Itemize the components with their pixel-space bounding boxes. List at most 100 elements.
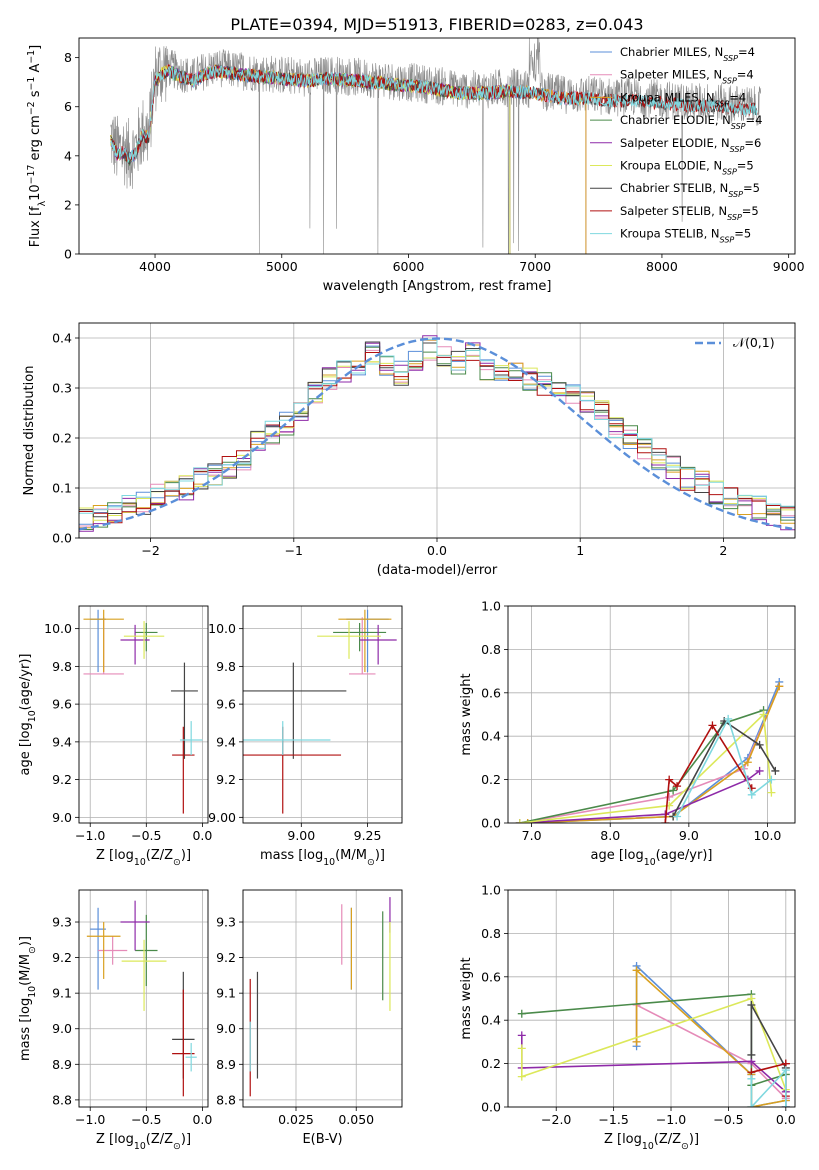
x-axis-label: age [log10(age/yr)] [591,848,713,868]
x-tick-label: −1 [285,543,303,558]
weight-marker-kroupa-miles [523,819,532,823]
y-tick-label: 0.4 [52,331,72,346]
y-tick-label: 0.6 [481,969,501,984]
weight-marker-kroupa-elodie [515,819,524,823]
panel-spectrum: 4000 5000 6000 7000 8000 9000 0 2 4 6 8 wavelength … [26,37,805,294]
x-tick-label: 7.0 [522,828,542,843]
y-tick-label: 9.3 [216,915,236,930]
x-axis-label: (data-model)/error [377,563,498,578]
weight-line-kroupa-elodie [519,712,773,823]
x-axis-label: Z [log10(Z/Z⊙)] [96,1132,191,1152]
y-tick-label: 6 [64,99,72,114]
weight-marker-salpeter-elodie [517,1031,526,1040]
legend-label: Salpeter MILES, NSSP=4 [620,68,754,86]
y-tick-label: 0.2 [481,772,501,787]
weight-marker-kroupa-miles [632,966,641,975]
weight-marker-chabrier-stelib [771,766,780,775]
weight-marker-kroupa-stelib [673,812,682,821]
y-tick-label: 9.4 [216,734,236,749]
weight-marker-kroupa-stelib [747,790,756,799]
x-tick-label: 9000 [773,259,805,274]
weight-line-kroupa-elodie [521,997,787,1090]
weight-line-salpeter-miles [519,685,781,823]
x-tick-label: 0.0 [192,1112,212,1127]
weight-marker-kroupa-stelib [781,1103,790,1107]
x-tick-label: 8000 [646,259,678,274]
panel-mass-vs-ebv: 0.025 0.050 8.8 8.9 9.0 9.1 9.2 9.3 E(B-V) [216,889,403,1147]
y-axis-label: mass weight [459,673,474,755]
panel-age-vs-Z: −1.0 −0.5 0.0 9.0 9.2 9.4 9.6 9.8 10.0 Z [log10(Z… [18,605,212,868]
y-tick-label: 0.4 [481,1013,501,1028]
y-axis-label: mass [log10(M/M⊙)] [18,936,38,1061]
x-tick-label: 4000 [139,259,171,274]
weight-line-chabrier-elodie [519,709,764,823]
axes-frame [242,605,403,824]
y-tick-label: 0.0 [481,1100,501,1115]
x-tick-label: 5000 [266,259,298,274]
legend-label: 𝒩(0,1) [733,335,775,350]
axes-frame [78,37,796,255]
y-tick-label: 4 [64,148,72,163]
x-tick-label: 0.050 [338,1112,374,1127]
weight-marker-kroupa-miles [775,682,784,691]
y-tick-label: 1.0 [481,883,501,898]
y-tick-label: 0.4 [481,729,501,744]
y-axis-label: mass weight [459,957,474,1039]
y-tick-label: 9.2 [52,772,72,787]
weight-marker-chabrier-stelib [747,1001,756,1010]
axes-frame [78,889,209,1108]
y-tick-label: 10.0 [44,621,72,636]
x-tick-label: −1.0 [656,1112,686,1127]
plot-area [79,335,795,532]
plot-area [86,900,197,1097]
y-tick-label: 8.8 [52,1092,72,1107]
y-tick-label: 0.0 [52,531,72,546]
legend-label: Kroupa STELIB, NSSP=5 [620,227,751,245]
plot-area [517,961,790,1107]
y-tick-label: 1.0 [481,599,501,614]
figure-title: PLATE=0394, MJD=51913, FIBERID=0283, z=0… [230,15,643,34]
y-tick-label: 9.1 [52,986,72,1001]
y-tick-label: 0 [64,247,72,262]
x-axis-label: wavelength [Angstrom, rest frame] [323,279,552,294]
legend-label: Chabrier ELODIE, NSSP=4 [620,113,762,131]
gaussian-curve [79,337,793,531]
y-tick-label: 2 [64,197,72,212]
y-tick-label: 0.6 [481,685,501,700]
weight-line-salpeter-elodie [519,770,761,823]
y-tick-label: 9.00 [208,810,236,825]
weight-marker-chabrier-stelib [747,1050,756,1059]
weight-marker-kroupa-elodie [759,710,768,719]
weight-marker-kroupa-stelib [747,1074,756,1083]
weight-line-salpeter-elodie [521,1035,787,1107]
y-tick-label: 0.3 [52,381,72,396]
y-tick-label: 0.8 [481,642,501,657]
y-tick-label: 9.3 [52,915,72,930]
weight-marker-salpeter-miles [665,792,674,801]
weight-line-kroupa-stelib [750,1068,787,1107]
y-tick-label: 9.0 [216,1021,236,1036]
weight-marker-salpeter-stelib [673,782,682,791]
weight-marker-kroupa-stelib [767,775,776,784]
weight-marker-chabrier-elodie [517,1009,526,1018]
axes-frame [507,889,796,1108]
y-tick-label: 0.2 [481,1056,501,1071]
x-tick-label: −0.5 [713,1112,743,1127]
y-tick-label: 9.8 [52,659,72,674]
legend-label: Chabrier STELIB, NSSP=5 [620,181,760,199]
weight-marker-kroupa-elodie [517,1044,526,1053]
x-tick-label: −2.0 [541,1112,571,1127]
x-tick-label: 9.25 [354,828,382,843]
weight-marker-kroupa-elodie [517,1072,526,1081]
y-tick-label: 8 [64,50,72,65]
x-tick-label: 2 [719,543,727,558]
weight-marker-kroupa-elodie [767,788,776,797]
y-tick-label: 9.6 [216,697,236,712]
weight-line-chabrier-miles [527,681,781,823]
y-tick-label: 0.8 [481,926,501,941]
plot-area [110,38,762,254]
x-tick-label: −1.0 [75,1112,105,1127]
weight-marker-chabrier-elodie [669,786,678,795]
legend-label: Kroupa ELODIE, NSSP=5 [620,159,754,177]
